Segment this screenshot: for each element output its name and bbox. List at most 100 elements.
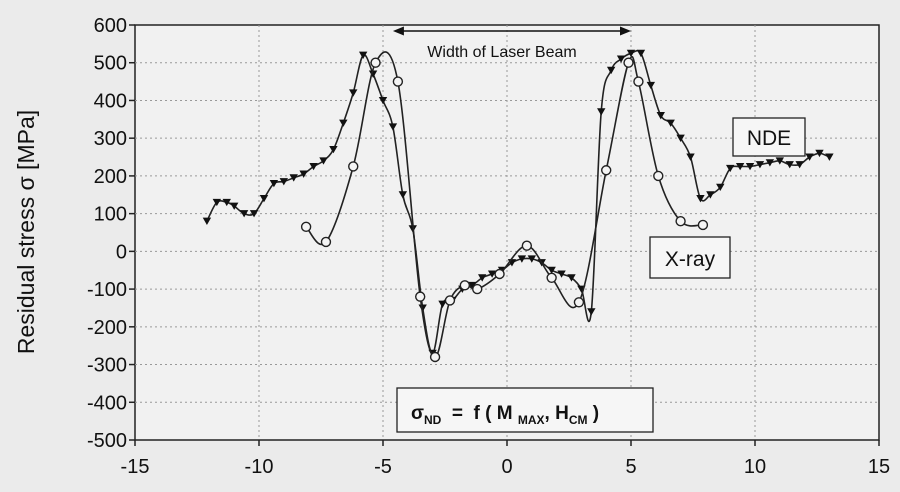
x-ray-data-point bbox=[415, 291, 426, 302]
formula-part: MAX bbox=[518, 413, 545, 427]
x-tick-label: 5 bbox=[625, 456, 636, 478]
nde-data-point bbox=[212, 198, 222, 207]
nde-data-point bbox=[527, 255, 536, 263]
nde-data-point bbox=[646, 81, 656, 90]
x-tick-label: 0 bbox=[501, 456, 512, 478]
y-tick-label: 300 bbox=[94, 128, 127, 150]
x-tick-label: 10 bbox=[744, 456, 766, 478]
nde-data-point bbox=[587, 308, 596, 316]
x-ray-data-point bbox=[573, 297, 585, 308]
nde-data-point bbox=[597, 108, 606, 116]
y-tick-label: 100 bbox=[94, 204, 127, 226]
x-ray-data-point bbox=[633, 76, 644, 87]
nde-data-point bbox=[319, 157, 328, 165]
gridlines bbox=[135, 25, 879, 440]
nde-data-point bbox=[636, 49, 646, 58]
nde-data-point bbox=[230, 202, 239, 210]
nde-data-point bbox=[626, 49, 636, 58]
x-ray-data-point bbox=[392, 76, 404, 87]
x-ray-data-point bbox=[494, 268, 505, 280]
nde-data-point bbox=[239, 210, 249, 218]
y-tick-label: 400 bbox=[94, 90, 127, 112]
nde-data-point bbox=[686, 153, 695, 161]
nde-data-point bbox=[487, 270, 497, 278]
x-ray-data-point bbox=[370, 57, 381, 68]
y-tick-label: 600 bbox=[94, 15, 127, 37]
x-ray-data-point bbox=[348, 161, 359, 172]
nde-data-point bbox=[696, 195, 705, 203]
nde-data-point bbox=[726, 164, 735, 173]
y-tick-label: 200 bbox=[94, 166, 127, 188]
formula-part: , H bbox=[545, 403, 569, 424]
nde-data-point bbox=[716, 183, 725, 192]
nde-data-point bbox=[676, 134, 685, 142]
x-tick-label: 15 bbox=[868, 456, 890, 478]
x-ray-data-point bbox=[472, 283, 483, 295]
x-ray-data-point bbox=[546, 272, 557, 283]
x-ray-data-point bbox=[675, 215, 686, 227]
formula-part: CM bbox=[569, 413, 588, 427]
nde-data-point bbox=[438, 300, 447, 308]
x-ray-data-point bbox=[623, 57, 634, 68]
nde-data-point bbox=[259, 195, 269, 203]
nde-data-point bbox=[249, 210, 259, 218]
x-tick-label: -5 bbox=[374, 456, 392, 478]
nde-data-point bbox=[222, 198, 231, 207]
nde-data-point bbox=[358, 51, 368, 59]
x-ray-data-point bbox=[444, 295, 456, 306]
x-ray-data-point bbox=[521, 240, 533, 251]
formula-part: = f ( M bbox=[441, 403, 518, 424]
y-tick-label: 500 bbox=[94, 53, 127, 75]
nde-data-point bbox=[349, 89, 358, 97]
nde-data-point bbox=[706, 191, 715, 199]
nde-data-point bbox=[368, 70, 378, 78]
xray-label: X-ray bbox=[665, 248, 716, 271]
nde-data-point bbox=[478, 274, 487, 282]
y-tick-label: -300 bbox=[87, 355, 127, 377]
nde-data-point bbox=[299, 170, 308, 178]
formula-part: σ bbox=[411, 403, 424, 424]
nde-data-point bbox=[765, 159, 775, 167]
nde-data-point bbox=[825, 153, 834, 161]
nde-data-point bbox=[329, 146, 338, 154]
x-ray-data-point bbox=[320, 236, 332, 248]
data-series bbox=[202, 49, 834, 363]
x-ray-data-point bbox=[429, 351, 441, 363]
nde-data-point bbox=[378, 96, 388, 105]
y-tick-label: -500 bbox=[87, 430, 127, 452]
beam-width-arrowhead-left bbox=[392, 26, 404, 36]
nde-data-point bbox=[269, 179, 279, 188]
nde-data-point bbox=[745, 162, 755, 171]
nde-data-point bbox=[656, 112, 665, 120]
nde-data-point bbox=[547, 266, 556, 275]
x-ray-data-point bbox=[601, 165, 612, 176]
formula-text: σND = f ( M MAX, HCM ) bbox=[411, 403, 599, 427]
x-ray-data-point bbox=[653, 170, 664, 182]
y-tick-label: -200 bbox=[87, 317, 127, 339]
nde-data-point bbox=[775, 157, 784, 165]
nde-data-point bbox=[785, 161, 794, 169]
nde-data-point bbox=[557, 270, 566, 278]
nde-data-point bbox=[795, 161, 804, 169]
nde-data-point bbox=[309, 162, 318, 171]
nde-data-point bbox=[517, 255, 527, 263]
formula-part: ND bbox=[424, 413, 442, 427]
xray-label-box bbox=[649, 236, 731, 279]
x-tick-label: -10 bbox=[245, 456, 274, 478]
x-ray-data-point bbox=[459, 280, 471, 291]
nde-data-point bbox=[468, 281, 477, 290]
y-tick-label: -400 bbox=[87, 392, 127, 414]
plot-area bbox=[134, 24, 880, 441]
y-tick-label: 0 bbox=[116, 241, 127, 263]
nde-data-point bbox=[815, 149, 824, 158]
nde-data-point bbox=[755, 161, 765, 169]
x-ray-data-point bbox=[300, 221, 312, 233]
nde-data-point bbox=[666, 119, 675, 127]
y-axis-label: Residual stress σ [MPa] bbox=[13, 110, 39, 354]
nde-data-point bbox=[398, 191, 408, 199]
y-tick-label: -100 bbox=[87, 279, 127, 301]
nde-data-point bbox=[339, 119, 348, 127]
x-ray-data-point bbox=[697, 219, 709, 231]
x-tick-label: -15 bbox=[121, 456, 150, 478]
nde-data-point bbox=[279, 178, 288, 186]
